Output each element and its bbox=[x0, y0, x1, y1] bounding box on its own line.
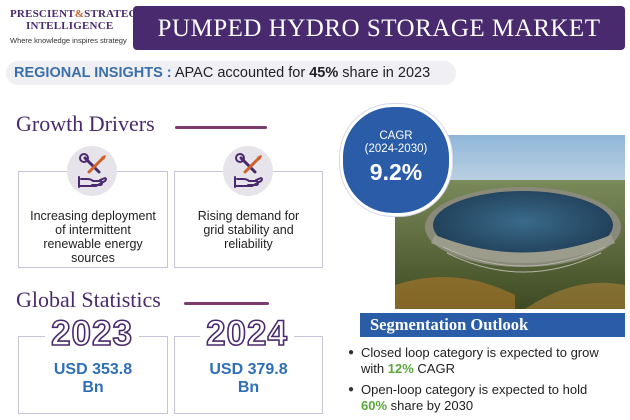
seg-2-highlight: 60% bbox=[361, 398, 388, 413]
hand-wrench-screwdriver-icon bbox=[234, 153, 263, 188]
stat-2024-year: 2024 bbox=[200, 314, 294, 353]
driver-icon-circle-1 bbox=[67, 146, 117, 196]
stat-2024-value: USD 379.8 Bn bbox=[175, 361, 322, 397]
segmentation-item-2-text: Open-loop category is expected to hold 6… bbox=[361, 382, 611, 414]
driver-1-line-2: of intermittent bbox=[55, 223, 131, 237]
logo-tagline: Where knowledge inspires strategy bbox=[10, 36, 127, 45]
driver-card-2-text: Rising demand for grid stability and rel… bbox=[179, 209, 318, 251]
driver-card-2: Rising demand for grid stability and rel… bbox=[174, 171, 323, 268]
driver-1-line-3: renewable energy bbox=[43, 237, 143, 251]
stat-2023-value-line1: USD 353.8 bbox=[53, 361, 133, 378]
regional-insights-label: REGIONAL INSIGHTS : bbox=[14, 65, 172, 81]
regional-insights-banner: REGIONAL INSIGHTS : APAC accounted for 4… bbox=[6, 61, 456, 85]
stat-2024-value-line2: Bn bbox=[237, 379, 260, 396]
segmentation-title: Segmentation Outlook bbox=[370, 315, 529, 334]
regional-insights-text: REGIONAL INSIGHTS : APAC accounted for 4… bbox=[14, 65, 430, 81]
seg-1-before: Closed loop category is expected to grow… bbox=[361, 345, 599, 376]
driver-2-line-2: grid stability and bbox=[203, 223, 294, 237]
segmentation-item-1: ● Closed loop category is expected to gr… bbox=[348, 345, 623, 377]
bullet-icon: ● bbox=[348, 384, 355, 395]
cagr-label-line1: CAGR bbox=[379, 130, 413, 142]
seg-2-before: Open-loop category is expected to hold bbox=[361, 382, 588, 397]
page-title: PUMPED HYDRO STORAGE MARKET bbox=[157, 15, 601, 42]
segmentation-item-1-text: Closed loop category is expected to grow… bbox=[361, 345, 611, 377]
logo-word-prescient: PRESCIENT bbox=[10, 8, 75, 20]
seg-1-after: CAGR bbox=[417, 361, 455, 376]
growth-drivers-title: Growth Drivers bbox=[16, 111, 155, 136]
stat-2023-value: USD 353.8 Bn bbox=[19, 361, 167, 397]
driver-icon-circle-2 bbox=[223, 146, 273, 196]
global-statistics-underline bbox=[184, 302, 269, 305]
cagr-label: CAGR (2024-2030) bbox=[343, 130, 449, 156]
driver-card-1-text: Increasing deployment of intermittent re… bbox=[23, 209, 163, 265]
global-statistics-title: Global Statistics bbox=[16, 287, 161, 312]
seg-2-after: share by 2030 bbox=[390, 398, 474, 413]
regional-text-after: share in 2023 bbox=[342, 65, 431, 81]
segmentation-header: Segmentation Outlook bbox=[360, 313, 625, 337]
cagr-badge: CAGR (2024-2030) 9.2% bbox=[340, 104, 452, 216]
seg-1-highlight: 12% bbox=[387, 361, 414, 376]
segmentation-item-2: ● Open-loop category is expected to hold… bbox=[348, 382, 623, 414]
stat-card-2023: USD 353.8 Bn bbox=[18, 336, 168, 414]
hand-wrench-screwdriver-icon bbox=[78, 153, 107, 188]
logo-line2: INTELLIGENCE bbox=[26, 20, 114, 32]
stat-2023-value-line2: Bn bbox=[82, 379, 104, 396]
driver-card-1: Increasing deployment of intermittent re… bbox=[18, 171, 168, 268]
regional-highlight: 45% bbox=[309, 65, 339, 81]
logo-ampersand: & bbox=[74, 8, 85, 20]
cagr-label-line2: (2024-2030) bbox=[364, 143, 428, 155]
bullet-icon: ● bbox=[348, 347, 355, 358]
regional-text-before: APAC accounted for bbox=[174, 65, 306, 81]
stat-2023-year: 2023 bbox=[45, 314, 139, 353]
cagr-value: 9.2% bbox=[369, 159, 423, 185]
stat-2024-value-line1: USD 379.8 bbox=[209, 361, 288, 378]
driver-2-line-3: reliability bbox=[224, 237, 273, 251]
driver-1-line-4: sources bbox=[71, 251, 115, 265]
logo-line1: PRESCIENT&STRATEGIC bbox=[10, 8, 150, 20]
driver-2-line-1: Rising demand for bbox=[197, 209, 300, 223]
driver-1-line-1: Increasing deployment bbox=[30, 209, 156, 223]
growth-drivers-underline bbox=[175, 126, 267, 129]
company-logo: PRESCIENT&STRATEGIC INTELLIGENCE Where k… bbox=[10, 8, 150, 52]
title-banner: PUMPED HYDRO STORAGE MARKET bbox=[133, 6, 625, 50]
